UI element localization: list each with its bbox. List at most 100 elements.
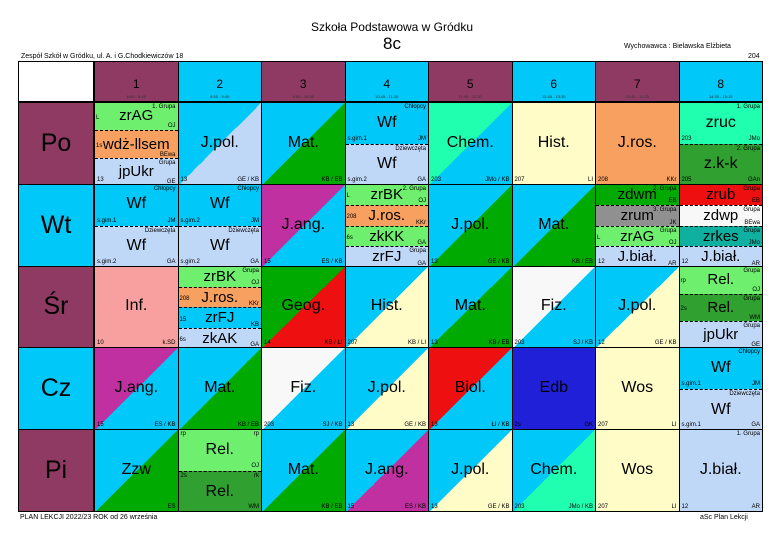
lesson-cell[interactable]: Wos 207 LI — [595, 429, 680, 512]
lesson-cell[interactable]: zdwm 2. Grupa EB zrum 3. Grupa JK zrAG L Grupa OJ… — [595, 183, 680, 267]
lesson-cell[interactable]: Rel. rp rp OJ Rel. 2s rk WM — [177, 429, 262, 512]
lesson[interactable]: Wf Chłopcy s.gim.2 JM — [178, 184, 261, 226]
lesson-cell[interactable]: J.pol. 13 GE / KB — [344, 347, 429, 431]
lesson[interactable]: zruc 1. Grupa 203 JMo — [679, 103, 762, 144]
lesson[interactable]: Rel. rp Grupa OJ — [679, 266, 762, 294]
lesson[interactable]: Hist. 207 LI — [512, 103, 595, 184]
lesson[interactable]: Fiz. 203 SJ / KB — [262, 348, 345, 430]
lesson-cell[interactable]: Hist. 207 KB / LI — [344, 265, 429, 349]
lesson-cell[interactable]: Fiz. 203 SJ / KB — [261, 347, 346, 431]
lesson[interactable]: Wf Dziewczęta s.gim.2 GA — [345, 143, 428, 184]
lesson-cell[interactable]: zrBK L 2. Grupa OJ J.ros. 208 KKr zkKK 6s GA zrFJ G… — [344, 183, 429, 267]
lesson-cell[interactable]: J.ang. 15 ES / KB — [261, 183, 346, 267]
lesson[interactable]: Mat. KB / EB — [262, 430, 345, 511]
lesson[interactable]: zrFJ Grupa GA — [345, 246, 428, 266]
lesson[interactable]: Biol. 13 ŁI / KB — [429, 348, 512, 430]
lesson[interactable]: zrAG L 1. Grupa OJ — [95, 103, 178, 131]
lesson[interactable]: Fiz. 203 SJ / KB — [512, 266, 595, 348]
lesson-cell[interactable]: Inf. 10 k.SD — [94, 265, 179, 349]
lesson-cell[interactable]: Edb 2s GK — [511, 347, 596, 431]
lesson-cell[interactable]: J.pol. 12 GE / KB — [595, 265, 680, 349]
lesson[interactable]: Zzw ES — [95, 430, 178, 511]
lesson-cell[interactable]: Wf Chłopcy s.gim.1 JM Wf Dziewczęta s.gim.1 GA — [678, 347, 763, 431]
lesson-cell[interactable]: Wos 207 LI — [595, 347, 680, 431]
lesson-cell[interactable]: zruc 1. Grupa 203 JMo z.k-k 2. Grupa 205 GAn — [678, 102, 763, 185]
lesson-cell[interactable]: Wf Chłopcy s.gim.2 JM Wf Dziewczęta s.gim.2 GA — [177, 183, 262, 267]
lesson-cell[interactable]: J.pol. 13 GE / KB — [428, 429, 513, 512]
lesson-cell[interactable]: Mat. 13 KB / EB — [428, 265, 513, 349]
lesson-cell[interactable]: J.biał. 1. Grupa 12 AR — [678, 429, 763, 512]
lesson[interactable]: zrub Grupa EB — [679, 184, 762, 206]
lesson[interactable]: zrAG L Grupa OJ — [596, 225, 679, 247]
lesson[interactable]: Wf Dziewczęta s.gim.2 GA — [95, 225, 178, 266]
lesson[interactable]: Wf Dziewczęta s.gim.2 GA — [178, 225, 261, 266]
lesson-cell[interactable]: zrAG L 1. Grupa OJ wdż-llsem 1s BEwa jpUkr Grupa… — [94, 102, 179, 185]
lesson[interactable]: z.k-k 2. Grupa 205 GAn — [679, 143, 762, 184]
lesson-cell[interactable]: J.ang. 15 ES / KB — [94, 347, 179, 431]
lesson[interactable]: Wos 207 LI — [596, 348, 679, 430]
lesson[interactable]: Wf Chłopcy s.gim.1 JM — [679, 348, 762, 390]
lesson-cell[interactable]: Chem. 203 JMo / KB — [511, 429, 596, 512]
lesson-cell[interactable]: Geog. 14 KB / ŁI — [261, 265, 346, 349]
lesson[interactable]: Rel. 2s Grupa WM — [679, 293, 762, 322]
lesson[interactable]: Chem. 203 JMo / KB — [512, 430, 595, 511]
lesson-cell[interactable]: Chem. 203 JMo / KB — [428, 102, 513, 185]
lesson-cell[interactable]: zrub Grupa EB zdwp Grupa BEwa zrkes Grupa JMo J.b… — [678, 183, 763, 267]
lesson-cell[interactable]: Mat. KB / EB — [511, 183, 596, 267]
lesson[interactable]: Inf. 10 k.SD — [95, 266, 178, 348]
lesson[interactable]: zkKK 6s GA — [345, 225, 428, 247]
lesson-cell[interactable]: Biol. 13 ŁI / KB — [428, 347, 513, 431]
lesson[interactable]: Wf Chłopcy s.gim.1 JM — [95, 184, 178, 226]
lesson-cell[interactable]: zrBK Grupa OJ J.ros. 208 KKr zrFJ 15 KB zkAK 6s GA — [177, 265, 262, 349]
lesson[interactable]: Wf Dziewczęta s.gim.1 GA — [679, 389, 762, 430]
lesson[interactable]: J.ang. 15 ES / KB — [95, 348, 178, 430]
lesson-cell[interactable]: Zzw ES — [94, 429, 179, 512]
lesson[interactable]: Mat. KB / EB — [178, 348, 261, 430]
lesson[interactable]: Geog. 14 KB / ŁI — [262, 266, 345, 348]
lesson-cell[interactable]: J.ros. 208 KKr — [595, 102, 680, 185]
lesson[interactable]: zrBK L 2. Grupa OJ — [345, 184, 428, 206]
lesson-cell[interactable]: Wf Chłopcy s.gim.1 JM Wf Dziewczęta s.gim.2 GA — [344, 102, 429, 185]
lesson[interactable]: zrum 3. Grupa JK — [596, 205, 679, 226]
lesson[interactable]: Chem. 203 JMo / KB — [429, 103, 512, 184]
lesson[interactable]: J.pol. 13 GE / KB — [178, 103, 261, 184]
lesson[interactable]: Edb 2s GK — [512, 348, 595, 430]
lesson[interactable]: J.ros. 208 KKr — [596, 103, 679, 184]
lesson[interactable]: J.ros. 208 KKr — [178, 287, 261, 308]
lesson[interactable]: zrkes Grupa JMo — [679, 225, 762, 247]
lesson-cell[interactable]: J.pol. 13 GE / KB — [428, 183, 513, 267]
lesson-cell[interactable]: Rel. rp Grupa OJ Rel. 2s Grupa WM jpUkr Grupa GE — [678, 265, 763, 349]
lesson[interactable]: zkAK 6s GA — [178, 327, 261, 348]
lesson-cell[interactable]: Mat. KB / EB — [261, 429, 346, 512]
lesson[interactable]: J.pol. 13 GE / KB — [345, 348, 428, 430]
lesson[interactable]: J.pol. 13 GE / KB — [429, 430, 512, 511]
lesson[interactable]: wdż-llsem 1s BEwa — [95, 130, 178, 158]
lesson-cell[interactable]: Wf Chłopcy s.gim.1 JM Wf Dziewczęta s.gim.2 GA — [94, 183, 179, 267]
lesson[interactable]: Mat. KB / EB — [512, 184, 595, 266]
lesson[interactable]: J.pol. 13 GE / KB — [429, 184, 512, 266]
lesson[interactable]: Rel. 2s rk WM — [178, 471, 261, 511]
lesson[interactable]: zrBK Grupa OJ — [178, 266, 261, 288]
lesson[interactable]: zdwp Grupa BEwa — [679, 205, 762, 226]
lesson-cell[interactable]: Fiz. 203 SJ / KB — [511, 265, 596, 349]
lesson[interactable]: J.ang. 15 ES / KB — [345, 430, 428, 511]
lesson-cell[interactable]: J.ang. 15 ES / KB — [344, 429, 429, 512]
lesson-cell[interactable]: Mat. KB / EB — [177, 347, 262, 431]
lesson[interactable]: jpUkr Grupa GE — [679, 321, 762, 348]
lesson[interactable]: Rel. rp rp OJ — [178, 430, 261, 472]
lesson[interactable]: jpUkr Grupa 13 GE — [95, 157, 178, 184]
lesson[interactable]: Hist. 207 KB / LI — [345, 266, 428, 348]
lesson[interactable]: J.biał. 12 AR — [679, 246, 762, 266]
lesson-cell[interactable]: Hist. 207 LI — [511, 102, 596, 185]
lesson[interactable]: J.biał. 1. Grupa 12 AR — [679, 430, 762, 511]
lesson-cell[interactable]: J.pol. 13 GE / KB — [177, 102, 262, 185]
lesson[interactable]: J.ang. 15 ES / KB — [262, 184, 345, 266]
lesson[interactable]: Wos 207 LI — [596, 430, 679, 511]
lesson[interactable]: J.biał. 12 AR — [596, 246, 679, 266]
lesson[interactable]: Mat. 13 KB / EB — [429, 266, 512, 348]
lesson[interactable]: zrFJ 15 KB — [178, 307, 261, 328]
lesson[interactable]: Wf Chłopcy s.gim.1 JM — [345, 103, 428, 144]
lesson[interactable]: zdwm 2. Grupa EB — [596, 184, 679, 206]
lesson[interactable]: J.ros. 208 KKr — [345, 205, 428, 226]
lesson[interactable]: Mat. KB / EB — [262, 103, 345, 184]
